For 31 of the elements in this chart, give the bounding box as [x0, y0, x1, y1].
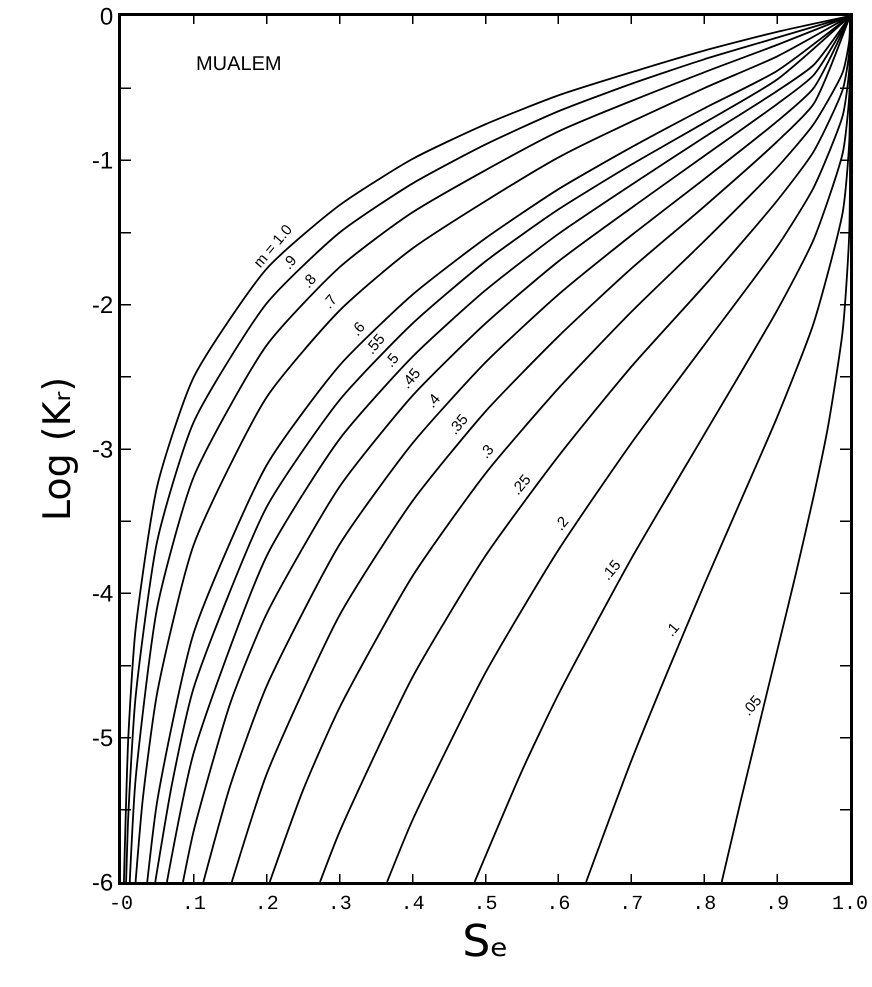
text: .6 — [348, 318, 369, 340]
y-tick-label: -3 — [92, 436, 114, 464]
x-tick-label: .9 — [765, 893, 790, 916]
x-tick-label: .2 — [254, 893, 279, 916]
annotation: MUALEM — [196, 53, 282, 75]
y-tick-label: -2 — [92, 292, 114, 320]
text: .1 — [662, 619, 684, 640]
y-tick-label: -5 — [92, 725, 114, 752]
text: .2 — [551, 513, 572, 534]
x-tick-label: .1 — [182, 893, 206, 916]
x-tick-label: .8 — [692, 893, 716, 916]
x-tick-label: .6 — [546, 893, 570, 916]
text: .8 — [298, 271, 320, 292]
text: .15 — [598, 556, 625, 584]
x-tick-label: .3 — [328, 893, 352, 916]
x-tick-label: 1.0 — [832, 893, 868, 916]
text: .9 — [279, 252, 300, 273]
text: .35 — [445, 411, 472, 438]
x-tick-label: .7 — [619, 893, 644, 916]
text: .25 — [508, 471, 535, 498]
text: .4 — [422, 390, 444, 412]
x-tick-label: .5 — [473, 893, 498, 916]
y-axis-title: Log (Kᵣ) — [35, 376, 80, 522]
x-tick-label: .4 — [400, 893, 425, 916]
text: .3 — [476, 441, 498, 462]
y-tick-label: -1 — [92, 148, 114, 175]
text: .7 — [320, 292, 341, 312]
y-tick-label: 0 — [100, 3, 114, 30]
x-axis-title: Sₑ — [462, 916, 509, 967]
text: .05 — [738, 692, 766, 720]
y-tick-label: -4 — [92, 580, 114, 608]
